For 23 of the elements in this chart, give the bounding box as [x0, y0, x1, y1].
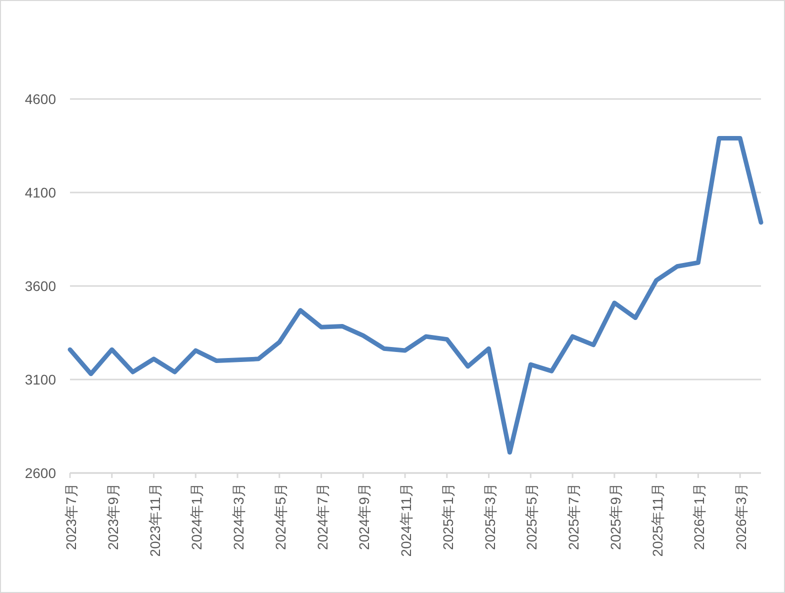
y-tick-label: 4600: [24, 91, 56, 107]
x-tick-label: 2023年11月: [146, 483, 163, 557]
x-tick-label: 2025年1月: [440, 483, 456, 550]
y-tick-label: 4100: [24, 184, 56, 200]
x-tick-label: 2024年7月: [314, 483, 330, 550]
x-tick-label: 2025年5月: [524, 483, 540, 550]
x-tick-label: 2025年11月: [649, 483, 666, 557]
x-tick-label: 2024年1月: [188, 483, 205, 550]
x-tick-label: 2024年3月: [230, 483, 247, 550]
x-tick-label: 2025年3月: [482, 483, 498, 550]
x-tick-label: 2025年7月: [566, 483, 582, 550]
x-tick-label: 2024年9月: [356, 483, 372, 550]
x-tick-label: 2024年5月: [272, 483, 288, 550]
x-tick-label: 2026年1月: [691, 483, 708, 550]
x-tick-label: 2024年11月: [398, 483, 414, 557]
y-tick-label: 2600: [24, 465, 56, 481]
line-series: [68, 136, 764, 455]
y-tick-label: 3600: [24, 278, 56, 294]
y-tick-label: 3100: [24, 372, 56, 388]
x-tick-label: 2026年3月: [733, 483, 750, 550]
x-tick-label: 2023年9月: [104, 483, 121, 550]
x-tick-label: 2023年7月: [63, 483, 79, 550]
x-tick-label: 2025年9月: [607, 483, 624, 550]
